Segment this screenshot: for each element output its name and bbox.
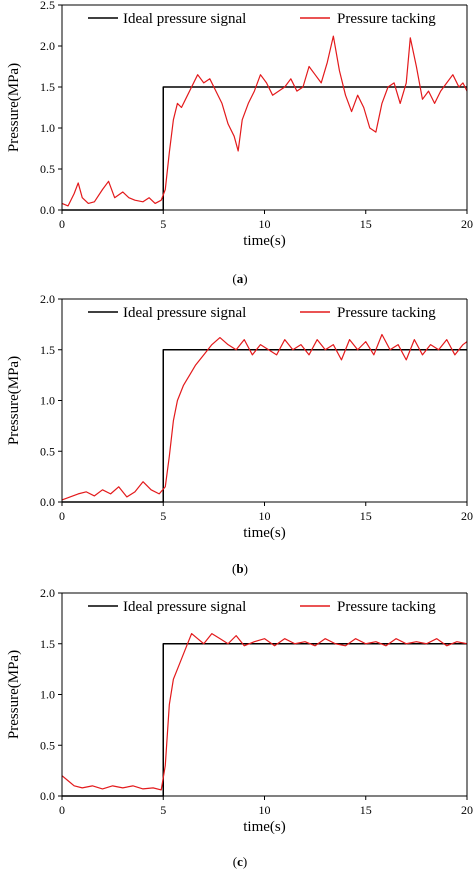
x-tick-label: 15 xyxy=(360,509,372,523)
y-tick-label: 2.0 xyxy=(40,39,55,53)
panel-label-close: ) xyxy=(244,561,248,576)
y-axis-title: Pressure(MPa) xyxy=(6,650,22,739)
x-axis-title: time(s) xyxy=(243,525,286,541)
legend-ideal-label: Ideal pressure signal xyxy=(123,305,246,321)
y-tick-label: 1.5 xyxy=(40,637,55,651)
y-tick-label: 0.5 xyxy=(40,162,55,176)
panel-label-open: ( xyxy=(232,561,236,576)
x-axis-title: time(s) xyxy=(243,233,286,249)
x-tick-label: 15 xyxy=(360,217,372,231)
y-tick-label: 2.0 xyxy=(40,292,55,306)
y-tick-label: 1.5 xyxy=(40,80,55,94)
panel-label-open: ( xyxy=(233,854,237,869)
x-tick-label: 5 xyxy=(160,509,166,523)
y-axis-title: Pressure(MPa) xyxy=(6,63,22,152)
x-tick-label: 10 xyxy=(259,509,271,523)
y-tick-label: 1.0 xyxy=(40,121,55,135)
chart-panel-a: 0.0 0.5 1.0 1.5 2.0 2.5 0 5 10 15 20 time(s) Pressur… xyxy=(6,0,473,286)
x-axis-title: time(s) xyxy=(243,819,286,835)
panel-label-open: ( xyxy=(232,271,236,286)
pressure-tracking-line xyxy=(61,333,468,501)
x-tick-label: 5 xyxy=(160,803,166,817)
panel-label: (a) xyxy=(232,271,247,286)
y-tick-label: 0.0 xyxy=(40,203,55,217)
chart-panel-c: 0.0 0.5 1.0 1.5 2.0 0 5 10 15 20 time(s) Pressure(M… xyxy=(6,586,473,869)
y-tick-label: 1.5 xyxy=(40,343,55,357)
chart-panel-b: 0.0 0.5 1.0 1.5 2.0 0 5 10 15 20 time(s) Pressure(M… xyxy=(6,292,473,576)
y-tick-label: 1.0 xyxy=(40,688,55,702)
pressure-tracking-line xyxy=(61,632,468,791)
pressure-tracking-line xyxy=(61,35,468,207)
panel-label: (c) xyxy=(233,854,247,869)
x-tick-label: 10 xyxy=(259,217,271,231)
legend-ideal-label: Ideal pressure signal xyxy=(123,11,246,27)
panel-label-letter: a xyxy=(237,271,244,286)
ideal-signal-line xyxy=(62,643,467,797)
y-tick-label: 0.5 xyxy=(40,444,55,458)
legend-tracking-label: Pressure tacking xyxy=(337,11,436,27)
panel-label-close: ) xyxy=(243,271,247,286)
legend-tracking-label: Pressure tacking xyxy=(337,599,436,615)
x-tick-label: 20 xyxy=(461,217,473,231)
y-tick-label: 1.0 xyxy=(40,394,55,408)
x-tick-label: 0 xyxy=(59,803,65,817)
panel-label-letter: b xyxy=(236,561,243,576)
panel-label-close: ) xyxy=(243,854,247,869)
y-axis-title: Pressure(MPa) xyxy=(6,356,22,445)
y-tick-label: 2.0 xyxy=(40,586,55,600)
x-tick-label: 0 xyxy=(59,217,65,231)
x-tick-label: 0 xyxy=(59,509,65,523)
ideal-signal-line xyxy=(62,349,467,503)
legend-tracking-label: Pressure tacking xyxy=(337,305,436,321)
y-tick-label: 0.0 xyxy=(40,495,55,509)
x-tick-label: 15 xyxy=(360,803,372,817)
x-tick-label: 10 xyxy=(259,803,271,817)
x-tick-label: 5 xyxy=(160,217,166,231)
x-tick-label: 20 xyxy=(461,803,473,817)
x-tick-label: 20 xyxy=(461,509,473,523)
y-tick-label: 2.5 xyxy=(40,0,55,12)
y-tick-label: 0.0 xyxy=(40,789,55,803)
panel-label-letter: c xyxy=(237,854,243,869)
y-tick-label: 0.5 xyxy=(40,738,55,752)
panel-label: (b) xyxy=(232,561,248,576)
legend-ideal-label: Ideal pressure signal xyxy=(123,599,246,615)
